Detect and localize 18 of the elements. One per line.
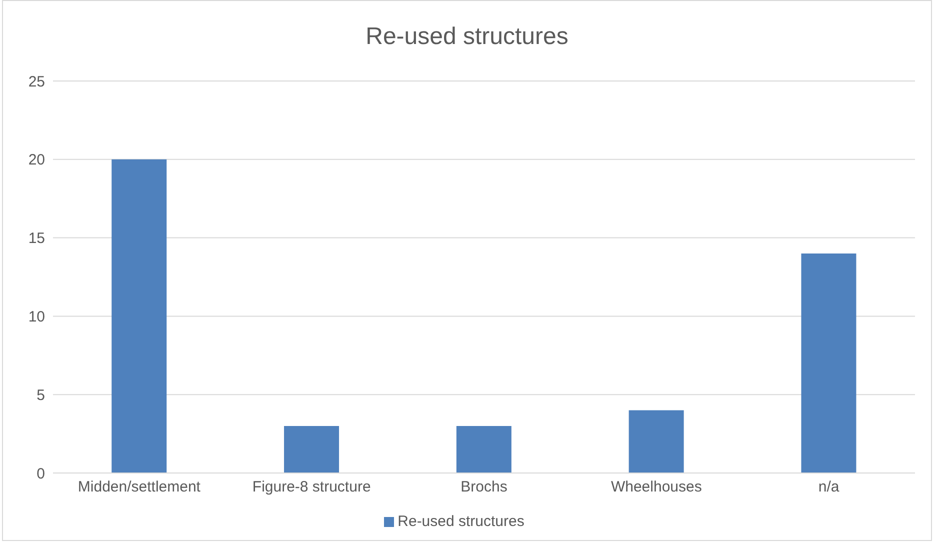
y-tick-label: 15	[28, 230, 45, 248]
x-tick-label: Figure-8 structure	[252, 478, 371, 496]
x-tick-label: Midden/settlement	[78, 478, 202, 496]
y-tick-label: 20	[28, 152, 45, 169]
y-tick-label: 10	[28, 308, 45, 326]
y-tick-label: 25	[28, 73, 45, 90]
x-tick-label: n/a	[818, 478, 840, 496]
y-tick-label: 5	[36, 386, 45, 404]
chart-title: Re-used structures	[364, 23, 570, 51]
bar	[628, 410, 684, 473]
y-tick-label: 0	[36, 465, 45, 482]
x-tick-label: Wheelhouses	[610, 478, 702, 496]
legend-label: Re-used structures	[398, 513, 524, 530]
bar	[456, 426, 512, 473]
bar	[112, 159, 167, 473]
bar	[284, 426, 340, 473]
x-tick-label: Brochs	[460, 478, 508, 496]
bar	[801, 253, 856, 473]
